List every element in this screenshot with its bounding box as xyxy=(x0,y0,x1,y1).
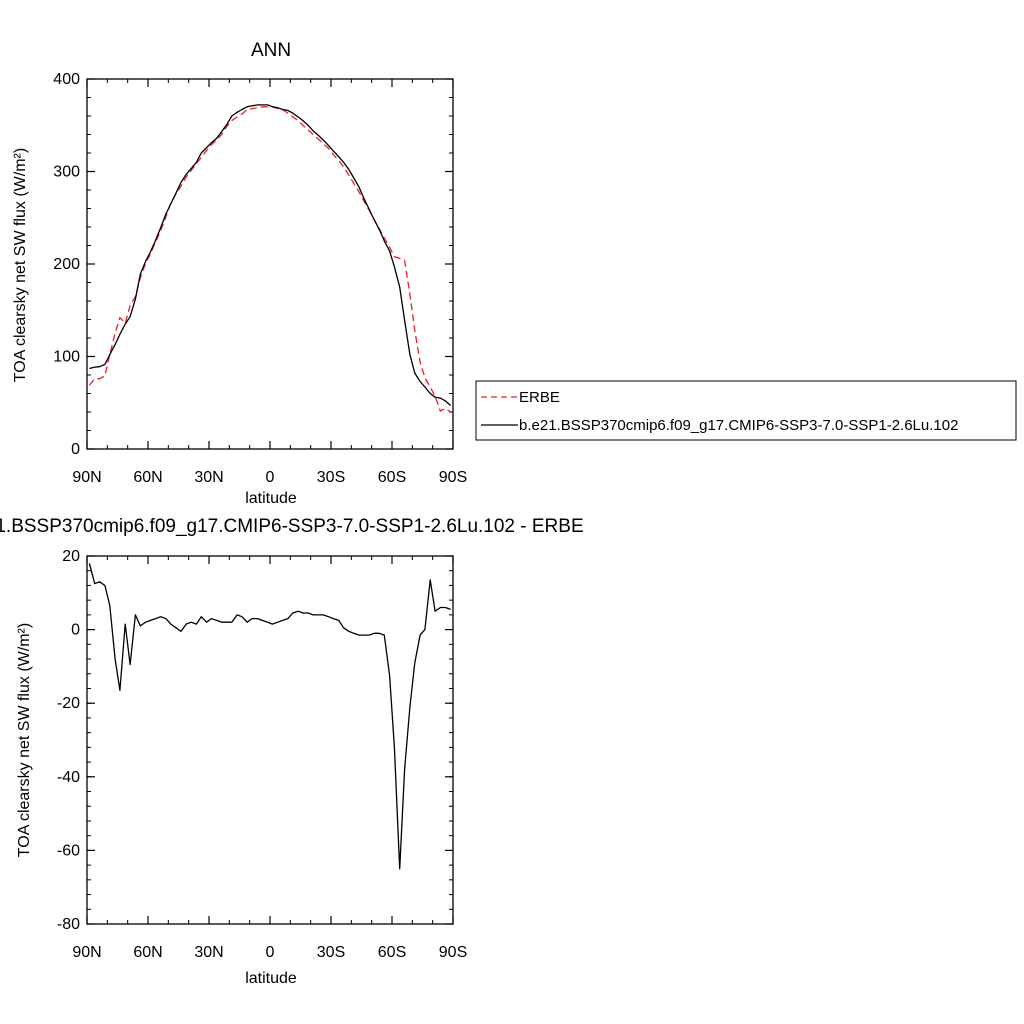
y-tick-label: 0 xyxy=(71,622,80,639)
bottom-series-line-model xyxy=(88,563,451,870)
top-plot-x-axis-title: latitude xyxy=(245,490,297,507)
legend-box xyxy=(475,380,1017,441)
x-tick-label: 30S xyxy=(317,944,345,961)
x-tick-label: 90S xyxy=(439,944,467,961)
top-plot-marks: 90N 60N 30N 0 30S 60S 90S 0 100 200 300 400 xyxy=(53,71,467,486)
x-tick-label: 60S xyxy=(378,944,406,961)
y-tick-label: 100 xyxy=(53,349,80,366)
x-tick-label: 30N xyxy=(194,944,223,961)
y-tick-label: -20 xyxy=(57,695,80,712)
top-plot-title: ANN xyxy=(251,40,291,61)
top-plot-frame xyxy=(86,78,454,450)
y-tick-label: 400 xyxy=(53,71,80,88)
y-tick-label: -60 xyxy=(57,842,80,859)
top-series-line-erbe xyxy=(88,106,451,413)
x-tick-label: 90N xyxy=(72,944,101,961)
y-tick-label: 20 xyxy=(62,548,80,565)
y-tick-label: 300 xyxy=(53,164,80,181)
y-tick-label: -40 xyxy=(57,769,80,786)
bottom-plot-x-axis-title: latitude xyxy=(245,970,297,987)
legend-erbe-label: ERBE xyxy=(519,389,560,406)
y-tick-label: -80 xyxy=(57,916,80,933)
y-tick-label: 0 xyxy=(71,441,80,458)
top-plot-y-axis-title: TOA clearsky net SW flux (W/m²) xyxy=(12,148,29,382)
x-tick-label: 60N xyxy=(133,469,162,486)
bottom-plot: b.e21.BSSP370cmip6.f09_g17.CMIP6-SSP3-7.… xyxy=(0,516,584,987)
y-tick-label: 200 xyxy=(53,256,80,273)
legend-model-label: b.e21.BSSP370cmip6.f09_g17.CMIP6-SSP3-7.… xyxy=(519,417,958,434)
bottom-plot-frame xyxy=(86,555,454,925)
x-tick-label: 90N xyxy=(72,469,101,486)
bottom-plot-y-axis-title: TOA clearsky net SW flux (W/m²) xyxy=(16,623,33,857)
x-tick-label: 60S xyxy=(378,469,406,486)
bottom-plot-title: b.e21.BSSP370cmip6.f09_g17.CMIP6-SSP3-7.… xyxy=(0,516,584,537)
x-tick-label: 30N xyxy=(194,469,223,486)
x-tick-label: 30S xyxy=(317,469,345,486)
x-tick-label: 0 xyxy=(266,469,275,486)
x-tick-label: 60N xyxy=(133,944,162,961)
x-tick-label: 0 xyxy=(266,944,275,961)
top-series-line-model xyxy=(89,104,452,406)
x-tick-label: 90S xyxy=(439,469,467,486)
bottom-plot-marks: 90N 60N 30N 0 30S 60S 90S 20 0 -20 -40 -60 -80 xyxy=(57,548,467,961)
legend: ERBE b.e21.BSSP370cmip6.f09_g17.CMIP6-SS… xyxy=(475,380,1017,441)
top-plot: ANN 90N 60N 30N 0 30S 60S 90S 0 100 200 300 400 lat… xyxy=(12,40,467,507)
